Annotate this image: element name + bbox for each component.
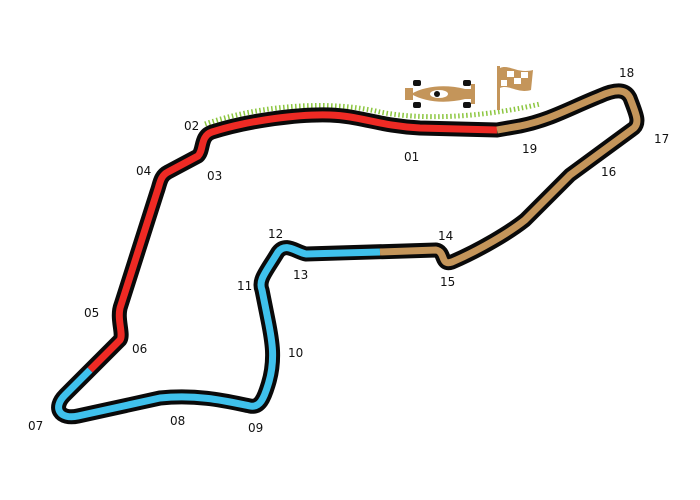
corner-label-10: 10 [288, 346, 303, 360]
corner-label-07: 07 [28, 419, 43, 433]
corner-label-05: 05 [84, 306, 99, 320]
kerb-marking [204, 101, 541, 127]
corner-label-04: 04 [136, 164, 151, 178]
sector-2 [55, 244, 381, 421]
corner-label-15: 15 [440, 275, 455, 289]
corner-label-02: 02 [184, 119, 199, 133]
sector-1 [87, 111, 498, 373]
corner-label-01: 01 [404, 150, 419, 164]
corner-label-14: 14 [438, 229, 453, 243]
corner-label-03: 03 [207, 169, 222, 183]
corner-label-16: 16 [601, 165, 616, 179]
sector-3 [379, 87, 641, 267]
corner-label-12: 12 [268, 227, 283, 241]
corner-label-17: 17 [654, 132, 669, 146]
corner-label-08: 08 [170, 414, 185, 428]
checkered-flag-icon [497, 66, 533, 110]
corner-label-06: 06 [132, 342, 147, 356]
corner-label-11: 11 [237, 279, 252, 293]
corner-label-09: 09 [248, 421, 263, 435]
race-car-icon [405, 80, 475, 108]
corner-label-18: 18 [619, 66, 634, 80]
corner-label-19: 19 [522, 142, 537, 156]
corner-label-13: 13 [293, 268, 308, 282]
